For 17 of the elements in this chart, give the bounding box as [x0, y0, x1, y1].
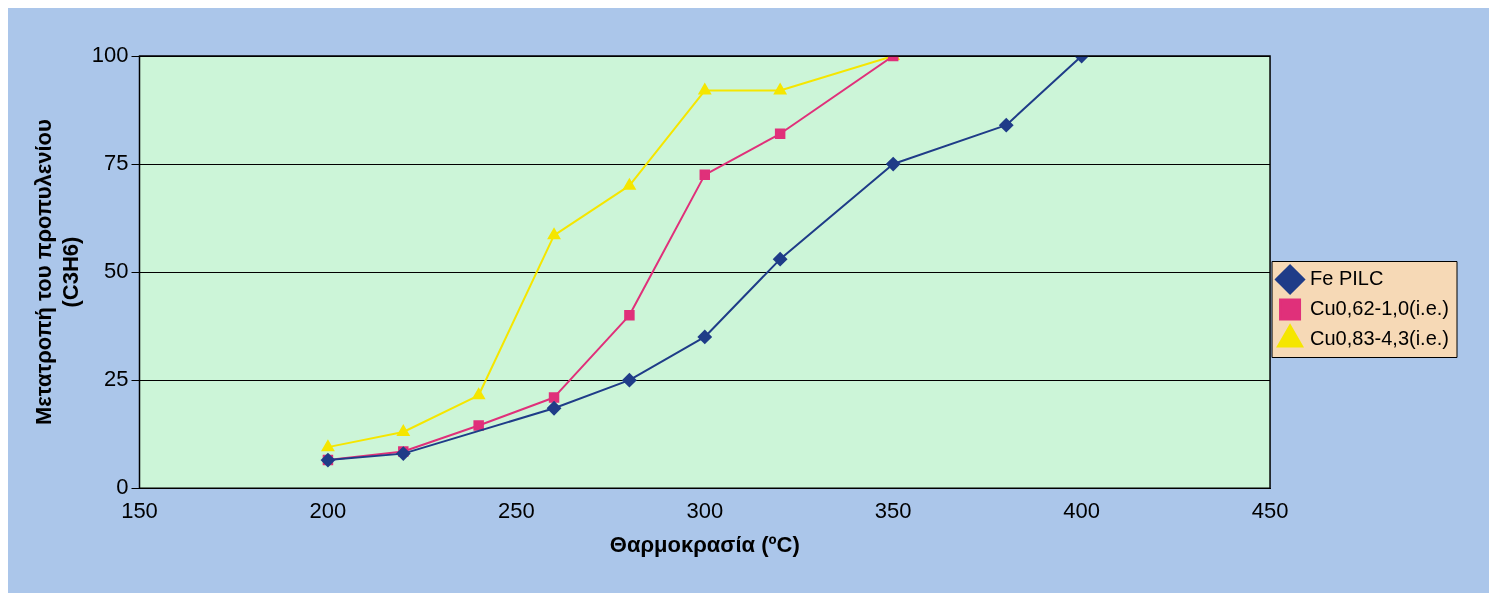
x-tick-label: 200 — [309, 498, 347, 524]
y-tick-label: 50 — [104, 258, 129, 284]
x-axis-title: Θαρμοκρασία (ºC) — [609, 531, 800, 557]
y-tick-label: 100 — [91, 42, 129, 68]
y-tick-label: 25 — [104, 366, 129, 392]
x-tick-label: 400 — [1063, 498, 1100, 524]
legend-label: Fe PILC — [1310, 267, 1384, 290]
x-tick-label: 300 — [686, 498, 724, 524]
x-tick-label: 250 — [497, 498, 535, 524]
x-tick-label: 150 — [121, 498, 158, 524]
x-tick-label: 350 — [874, 498, 912, 524]
x-tick-label: 450 — [1251, 498, 1289, 524]
legend-label: Cu0,62-1,0(i.e.) — [1310, 297, 1450, 320]
y-axis-title: Μετατροπή του προπυλενίου (C3H6) — [31, 119, 83, 426]
y-tick-label: 75 — [104, 150, 129, 176]
y-tick-label: 0 — [116, 474, 129, 500]
legend-label: Cu0,83-4,3(i.e.) — [1310, 327, 1450, 350]
